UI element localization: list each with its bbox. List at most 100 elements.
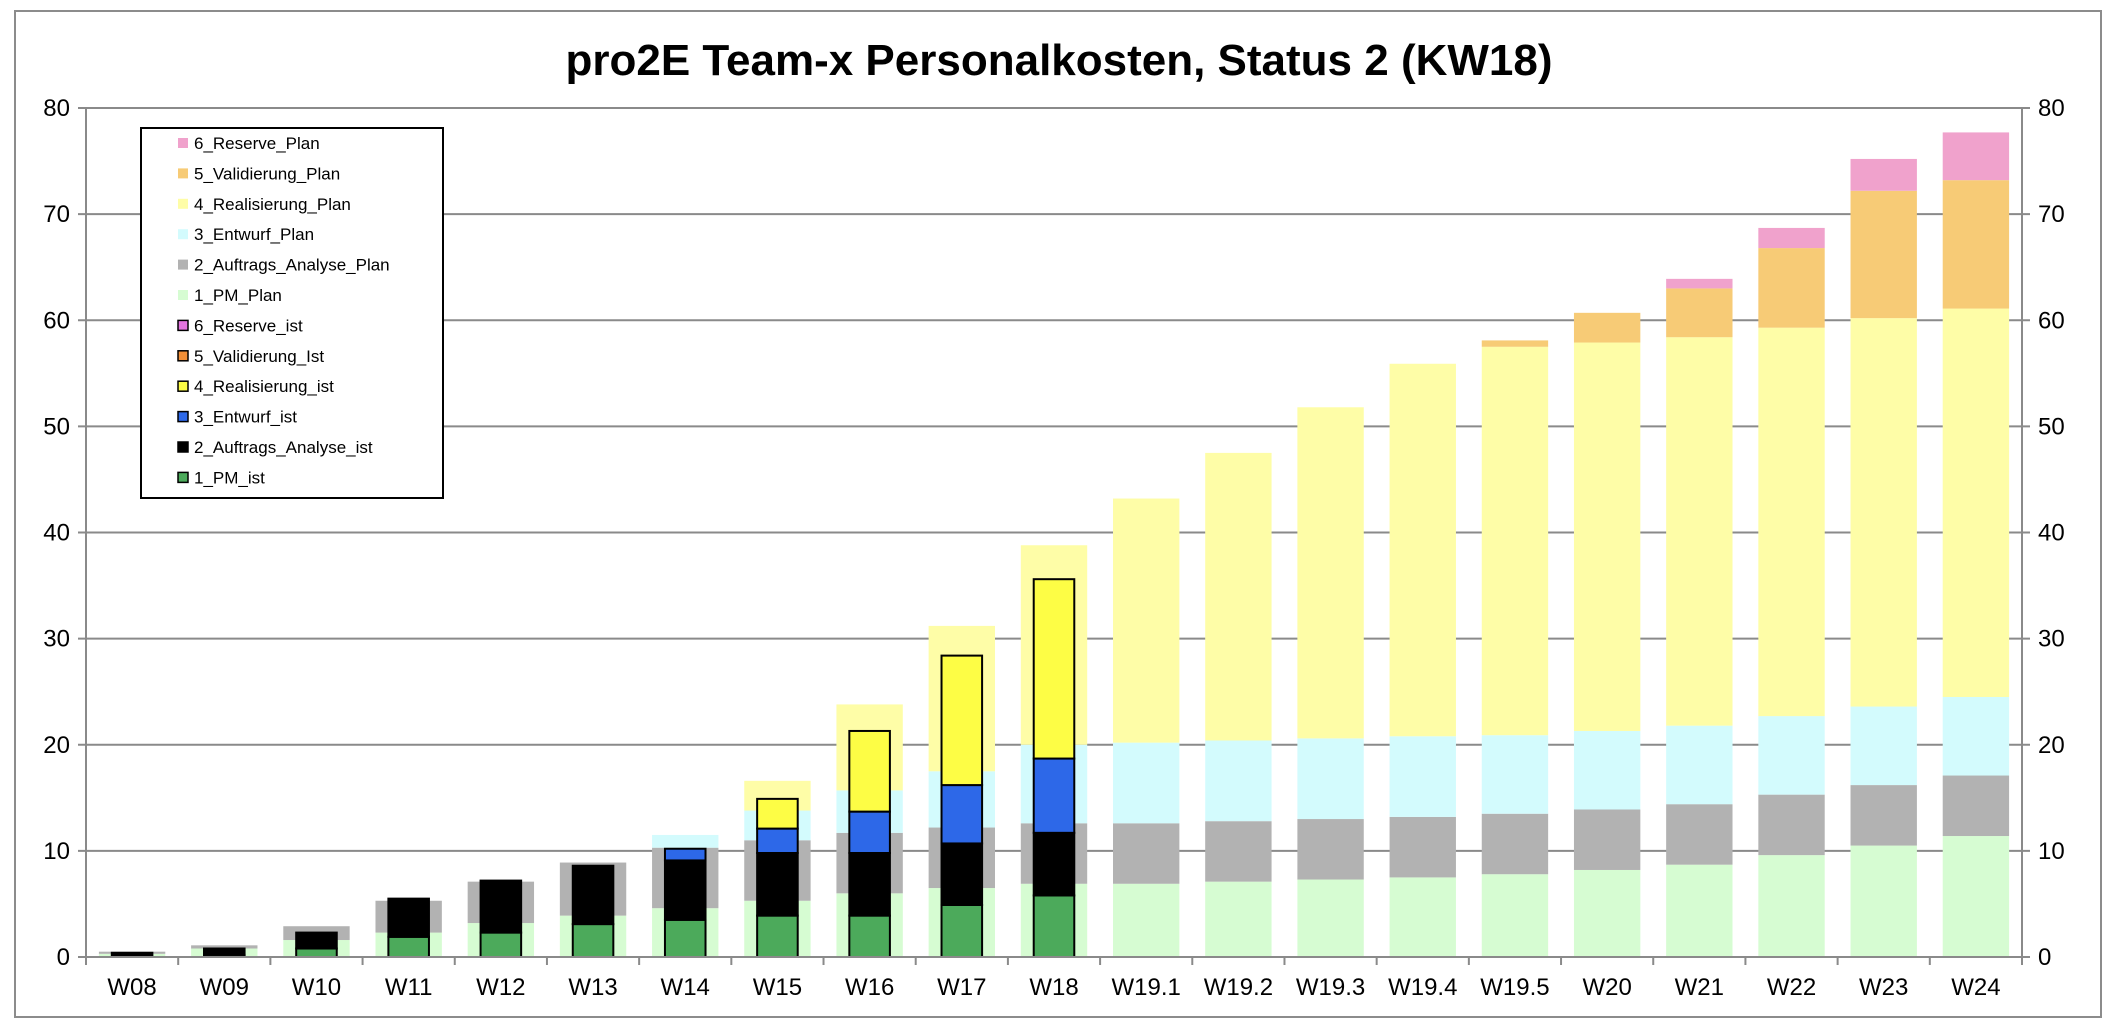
bar-ist bbox=[1032, 894, 1076, 959]
bar-plan bbox=[1481, 874, 1549, 957]
bar-plan bbox=[1389, 816, 1456, 878]
x-tick-label: W19.5 bbox=[1480, 974, 1549, 1001]
x-tick-label: W12 bbox=[476, 974, 525, 1001]
y-tick-label-left: 60 bbox=[43, 307, 70, 334]
bar-ist bbox=[940, 784, 984, 845]
bar-ist bbox=[1032, 831, 1076, 897]
bar-ist bbox=[663, 859, 707, 921]
bar-plan bbox=[1666, 337, 1733, 726]
chart-title: pro2E Team-x Personalkosten, Status 2 (K… bbox=[565, 36, 1553, 85]
legend-swatch bbox=[177, 319, 189, 332]
bar-plan bbox=[1573, 730, 1641, 810]
y-tick-label-right: 70 bbox=[2038, 201, 2065, 228]
bar-ist bbox=[940, 654, 984, 787]
axes: 0 0 10 10 20 20 30 30 40 40 50 50 60 60 70 70 80 80 W08 W09… bbox=[43, 95, 2064, 1001]
bar-plan bbox=[1573, 809, 1641, 870]
x-tick-label: W19.2 bbox=[1204, 974, 1273, 1001]
bar-plan bbox=[1666, 278, 1733, 289]
y-tick-label-left: 20 bbox=[43, 732, 70, 759]
legend-label: 2_Auftrags_Analyse_ist bbox=[194, 438, 373, 457]
y-tick-label-right: 10 bbox=[2038, 838, 2065, 865]
legend-label: 4_Realisierung_ist bbox=[194, 377, 334, 396]
bar-ist bbox=[571, 923, 615, 959]
legend-swatch bbox=[178, 259, 188, 270]
legend-swatch bbox=[178, 229, 188, 240]
x-tick-label: W10 bbox=[292, 974, 341, 1001]
bar-ist bbox=[479, 931, 523, 958]
bar-ist bbox=[663, 847, 707, 862]
legend-label: 5_Validierung_Ist bbox=[194, 347, 324, 366]
bar-ist bbox=[387, 897, 430, 938]
y-tick-label-left: 70 bbox=[43, 201, 70, 228]
y-tick-label-right: 80 bbox=[2038, 95, 2065, 122]
x-tick-label: W16 bbox=[845, 974, 894, 1001]
bar-ist bbox=[1032, 578, 1076, 760]
x-tick-label: W13 bbox=[568, 974, 617, 1001]
bar-plan bbox=[1758, 855, 1825, 957]
bar-plan bbox=[1573, 312, 1641, 343]
bar-plan bbox=[1942, 696, 2010, 776]
bar-plan bbox=[1942, 836, 2010, 957]
bar-plan bbox=[1205, 740, 1272, 822]
bar-plan bbox=[1758, 227, 1825, 249]
bar-plan bbox=[1942, 180, 2010, 309]
bar-plan bbox=[1113, 883, 1180, 957]
bar-ist bbox=[479, 879, 523, 934]
bar-plan bbox=[1297, 819, 1364, 880]
bar-plan bbox=[1481, 340, 1549, 347]
bar-plan bbox=[1666, 804, 1733, 865]
legend-label: 6_Reserve_ist bbox=[194, 316, 303, 335]
bar-ist bbox=[295, 947, 338, 959]
bar-plan bbox=[652, 834, 719, 848]
bar-ist bbox=[295, 931, 338, 950]
legend-swatch bbox=[178, 168, 188, 179]
bar-plan bbox=[1758, 248, 1825, 328]
bar-plan bbox=[191, 945, 258, 949]
bar-ist bbox=[1032, 757, 1076, 834]
x-tick-label: W09 bbox=[200, 974, 249, 1001]
legend-label: 4_Realisierung_Plan bbox=[194, 195, 351, 214]
legend-label: 2_Auftrags_Analyse_Plan bbox=[194, 256, 390, 275]
bar-ist bbox=[848, 914, 891, 959]
legend-box bbox=[140, 127, 444, 499]
bar-plan bbox=[1389, 363, 1456, 737]
bar-ist bbox=[848, 810, 891, 854]
bar-plan bbox=[1205, 881, 1272, 957]
x-tick-label: W14 bbox=[661, 974, 710, 1001]
bar-ist bbox=[756, 914, 799, 959]
y-tick-label-left: 80 bbox=[43, 95, 70, 122]
x-tick-label: W19.3 bbox=[1296, 974, 1365, 1001]
bar-plan bbox=[1205, 821, 1272, 882]
bar-plan bbox=[1205, 452, 1272, 741]
bar-ist bbox=[940, 903, 984, 959]
y-tick-label-left: 0 bbox=[57, 944, 70, 971]
x-tick-label: W17 bbox=[937, 974, 986, 1001]
ist-bars bbox=[110, 578, 1076, 959]
bar-ist bbox=[848, 851, 891, 917]
y-tick-label-right: 60 bbox=[2038, 307, 2065, 334]
bar-plan bbox=[1850, 318, 1917, 707]
y-tick-label-right: 40 bbox=[2038, 520, 2065, 547]
legend: 6_Reserve_Plan 5_Validierung_Plan 4_Realis… bbox=[140, 127, 444, 499]
bar-plan bbox=[1481, 735, 1549, 814]
bar-plan bbox=[1389, 877, 1456, 957]
bar-plan bbox=[1942, 775, 2010, 837]
x-tick-label: W20 bbox=[1582, 974, 1631, 1001]
y-tick-label-left: 10 bbox=[43, 838, 70, 865]
legend-label: 5_Validierung_Plan bbox=[194, 164, 340, 183]
bar-plan bbox=[1850, 158, 1917, 191]
legend-swatch bbox=[178, 138, 188, 148]
legend-swatch bbox=[177, 350, 189, 362]
legend-swatch bbox=[177, 380, 189, 392]
bar-plan bbox=[1850, 845, 1917, 957]
legend-swatch bbox=[177, 471, 189, 484]
bar-ist bbox=[203, 947, 246, 956]
x-tick-label: W19.4 bbox=[1388, 974, 1457, 1001]
bar-plan bbox=[1481, 813, 1549, 875]
bar-plan bbox=[1573, 869, 1641, 957]
y-tick-label-right: 20 bbox=[2038, 732, 2065, 759]
bar-plan bbox=[1113, 823, 1180, 884]
legend-label: 1_PM_ist bbox=[194, 468, 265, 487]
bar-ist bbox=[571, 864, 615, 926]
